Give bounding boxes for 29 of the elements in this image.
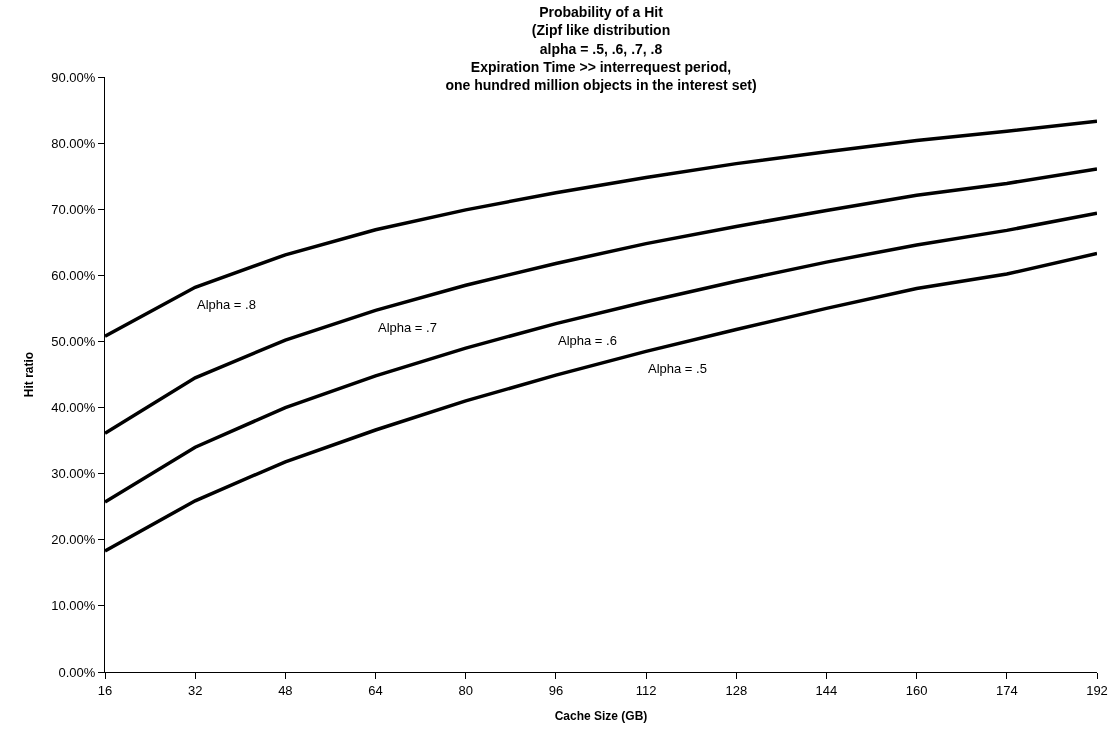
y-tick-label: 30.00%	[51, 466, 96, 482]
x-axis-title: Cache Size (GB)	[554, 709, 648, 724]
y-tick-label: 10.00%	[51, 598, 96, 614]
annotation: Alpha = .7	[378, 320, 437, 335]
x-tick-label: 192	[1086, 682, 1108, 698]
y-tick-label: 20.00%	[51, 532, 96, 548]
x-tick-label: 128	[725, 682, 748, 698]
y-tick-label: 0.00%	[58, 664, 96, 680]
chart-title: Probability of a Hit (Zipf like distribution alpha = .5, .6, .7, .8 Expiration Time >> interrequest period, one hundred million objects in the interest set)	[445, 4, 757, 93]
x-tick-label: 112	[635, 682, 657, 698]
y-tick-label: 60.00%	[51, 267, 96, 283]
x-tick-label: 80	[458, 682, 473, 698]
x-tick-label: 174	[995, 682, 1018, 698]
y-tick-label: 70.00%	[51, 201, 96, 217]
x-tick-label: 144	[815, 682, 838, 698]
y-axis-title: Hit ratio	[21, 351, 36, 398]
x-tick-label: 160	[905, 682, 928, 698]
y-tick-label: 40.00%	[51, 400, 96, 416]
x-tick-label: 48	[278, 682, 293, 698]
y-tick-label: 50.00%	[51, 333, 96, 349]
x-tick-label: 96	[548, 682, 564, 698]
x-tick-label: 32	[187, 682, 203, 698]
annotation: Alpha = .8	[197, 297, 256, 312]
annotation: Alpha = .6	[558, 333, 617, 348]
x-tick-label: 16	[97, 682, 113, 698]
y-tick-label: 90.00%	[51, 69, 96, 85]
annotation: Alpha = .5	[648, 361, 707, 376]
x-tick-label: 64	[368, 682, 383, 698]
y-tick-label: 80.00%	[51, 135, 96, 151]
